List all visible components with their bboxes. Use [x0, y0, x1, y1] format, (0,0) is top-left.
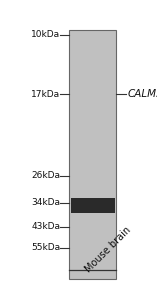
Text: 10kDa: 10kDa: [31, 30, 60, 39]
Text: Mouse brain: Mouse brain: [83, 225, 133, 274]
Text: 34kDa: 34kDa: [31, 198, 60, 207]
Bar: [71, 198, 115, 213]
Text: 43kDa: 43kDa: [31, 222, 60, 231]
Text: CALM3: CALM3: [127, 89, 157, 100]
Text: 17kDa: 17kDa: [31, 90, 60, 99]
Text: 26kDa: 26kDa: [31, 171, 60, 180]
Bar: [69, 30, 116, 279]
Text: 55kDa: 55kDa: [31, 243, 60, 252]
